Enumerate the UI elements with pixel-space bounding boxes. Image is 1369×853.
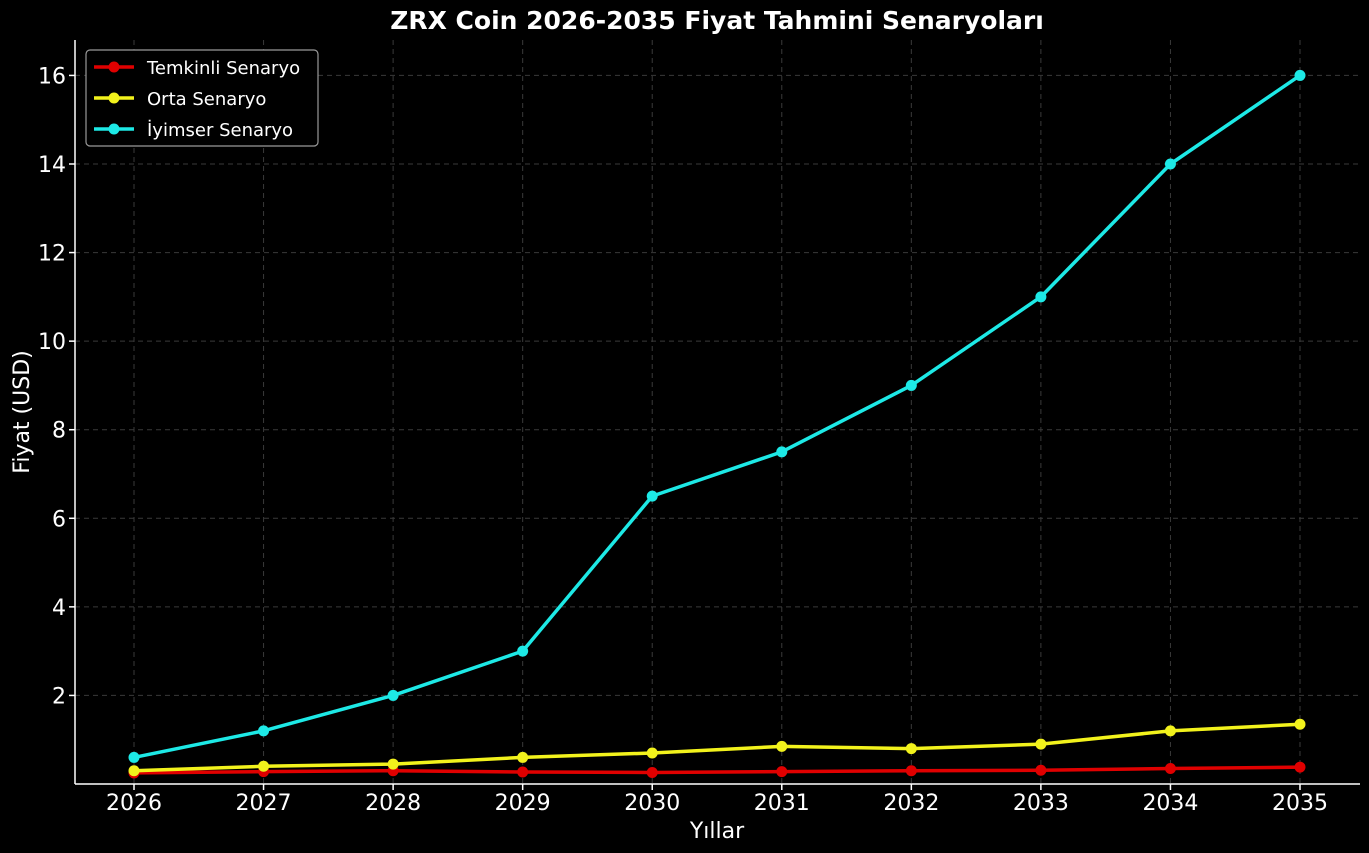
data-point [1035,738,1047,750]
data-point [776,766,788,778]
data-point [1294,718,1306,730]
x-tick-label: 2029 [495,791,551,816]
data-point [258,760,270,772]
legend-item: İyimser Senaryo [94,120,293,141]
x-axis-label: Yıllar [689,819,745,844]
x-tick-label: 2034 [1142,791,1198,816]
data-point [128,751,140,763]
data-point [646,490,658,502]
series-2 [128,718,1306,777]
legend-item: Temkinli Senaryo [94,58,300,79]
y-ticks: 2 4 6 8 10 12 14 16 [38,64,75,709]
data-point [1294,69,1306,81]
series-line [132,765,1302,775]
data-point [646,766,658,778]
y-tick-label: 8 [52,419,66,444]
data-point [646,747,658,759]
legend-item: Orta Senaryo [94,89,266,110]
legend-swatch-marker [108,61,120,73]
data-point [1294,761,1306,773]
data-point [1164,158,1176,170]
data-point [258,725,270,737]
data-point [517,751,529,763]
legend-label: Orta Senaryo [147,89,266,110]
x-tick-label: 2026 [106,791,162,816]
y-tick-label: 6 [52,507,66,532]
x-tick-label: 2028 [365,791,421,816]
x-tick-label: 2030 [624,791,680,816]
data-point [387,689,399,701]
legend-swatch-marker [108,92,120,104]
x-tick-label: 2027 [236,791,292,816]
axes [74,40,1360,785]
y-tick-label: 16 [38,64,66,89]
data-point [905,765,917,777]
y-axis-label: Fiyat (USD) [10,350,35,473]
y-tick-label: 4 [52,596,66,621]
legend-label: İyimser Senaryo [147,120,293,141]
y-tick-label: 2 [52,684,66,709]
legend-swatch-marker [108,123,120,135]
data-point [387,758,399,770]
grid [75,40,1360,784]
series-line [132,73,1302,760]
y-tick-label: 10 [38,330,66,355]
x-tick-label: 2033 [1013,791,1069,816]
y-tick-label: 12 [38,242,66,267]
x-tick-label: 2035 [1272,791,1328,816]
series-3 [128,69,1306,763]
data-point [1164,763,1176,774]
data-point [905,379,917,391]
data-point [776,446,788,458]
chart-title: ZRX Coin 2026-2035 Fiyat Tahmini Senaryo… [390,6,1044,35]
series-line [132,722,1302,773]
data-point [128,765,140,777]
data-point [517,766,529,778]
data-point [1035,764,1047,776]
legend-box [85,49,319,147]
y-tick-label: 14 [38,153,66,178]
data-point [905,743,917,755]
x-tick-label: 2032 [883,791,939,816]
series-layer [128,69,1306,779]
legend-label: Temkinli Senaryo [146,58,300,79]
x-tick-label: 2031 [754,791,810,816]
legend: Temkinli Senaryo Orta Senaryo İyimser Sena… [85,49,319,147]
data-point [1164,725,1176,737]
data-point [1035,291,1047,303]
data-point [517,645,529,657]
x-ticks: 2026 2027 2028 2029 2030 2031 2032 2033 2034 2035 [106,784,1328,816]
data-point [776,740,788,752]
